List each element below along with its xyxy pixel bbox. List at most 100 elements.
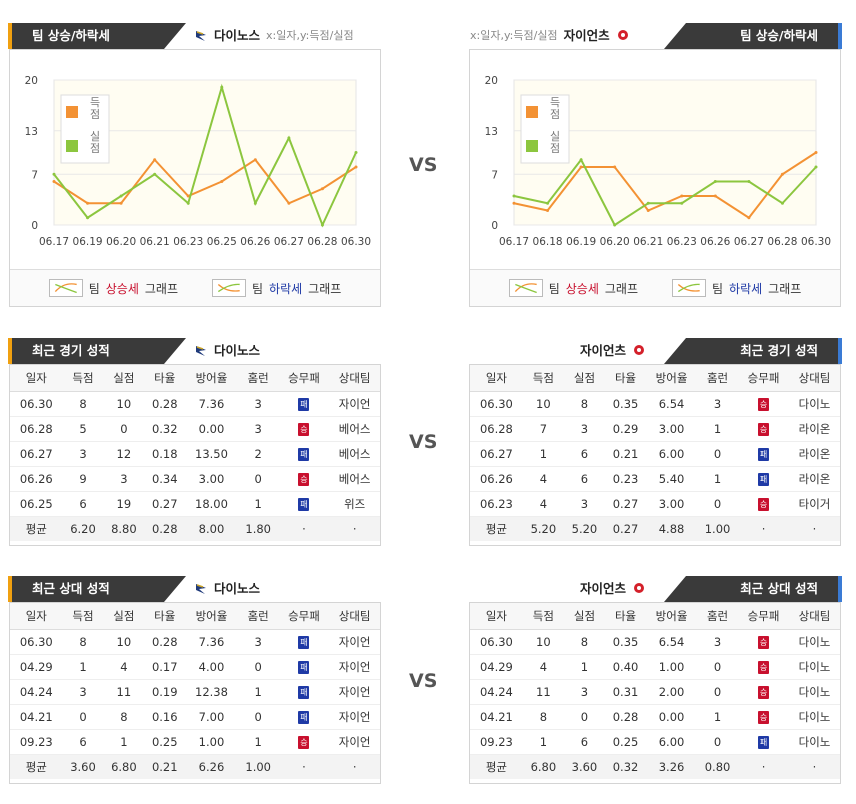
loss-badge: 패 xyxy=(758,448,770,461)
table-cell: 18.00 xyxy=(185,491,238,517)
allowed-point xyxy=(119,194,123,198)
column-header: 타율 xyxy=(604,603,647,630)
table-cell: 0 xyxy=(237,704,279,730)
win-badge: 승 xyxy=(758,711,770,724)
table-row: 06.28 5 0 0.32 0.00 3 승 베어스 xyxy=(10,416,380,442)
column-header: 득점 xyxy=(522,603,564,630)
table-cell: 04.21 xyxy=(10,704,63,730)
allowed-point xyxy=(646,201,650,205)
away-h2h-title: 최근 상대 성적 xyxy=(664,576,842,602)
x-tick-label: 06.19 xyxy=(73,236,103,248)
column-header: 승무패 xyxy=(278,603,330,630)
table-cell: 06.30 xyxy=(470,629,523,655)
vs-label-2: VS xyxy=(409,431,438,453)
table-cell: 6.54 xyxy=(646,391,697,417)
table-cell: 3.00 xyxy=(185,466,238,492)
away-trend-title: 팀 상승/하락세 xyxy=(664,23,842,49)
allowed-point xyxy=(253,201,257,205)
home-h2h-table: 일자 득점 실점 타율 방어율 홈런 승무패 상대팀 06.30 8 10 0.28 7.36 3 패 자이언… xyxy=(10,603,380,779)
result-badge-cell: 승 xyxy=(738,416,790,442)
home-trend-team: 다이노스 xyxy=(214,28,261,43)
legend-box xyxy=(520,94,570,164)
table-cell: 3 xyxy=(62,441,104,467)
table-row: 04.24 3 11 0.19 12.38 1 패 자이언 xyxy=(10,679,380,705)
away-h2h-table-box: 일자 득점 실점 타율 방어율 홈런 승무패 상대팀 06.30 10 8 0.35 6.54 3 승 다이노… xyxy=(469,602,841,784)
x-tick-label: 06.21 xyxy=(140,236,170,248)
table-cell: 0.28 xyxy=(144,629,186,655)
giants-logo-icon xyxy=(634,345,645,355)
table-cell: 자이언 xyxy=(329,629,380,655)
column-header: 득점 xyxy=(522,365,564,392)
table-cell: 자이언 xyxy=(329,391,380,417)
table-row: 06.27 3 12 0.18 13.50 2 패 베어스 xyxy=(10,441,380,467)
average-cell: · xyxy=(329,516,380,541)
table-cell: 06.27 xyxy=(10,441,63,467)
loss-badge: 패 xyxy=(298,686,310,699)
table-cell: 4.00 xyxy=(185,654,238,680)
table-row: 06.26 9 3 0.34 3.00 0 승 베어스 xyxy=(10,466,380,492)
table-row: 04.21 0 8 0.16 7.00 0 패 자이언 xyxy=(10,704,380,730)
table-cell: 3 xyxy=(697,391,739,417)
column-header: 방어율 xyxy=(185,365,238,392)
table-cell: 2 xyxy=(237,441,279,467)
table-cell: 0.32 xyxy=(144,416,186,442)
table-cell: 다이노 xyxy=(789,704,840,730)
table-row: 09.23 6 1 0.25 1.00 1 승 자이언 xyxy=(10,729,380,755)
table-row: 04.24 11 3 0.31 2.00 0 승 다이노 xyxy=(470,679,840,705)
column-header: 타율 xyxy=(144,365,186,392)
table-cell: 0 xyxy=(62,704,104,730)
allowed-series-line xyxy=(53,83,357,228)
x-tick-label: 06.23 xyxy=(667,236,697,248)
average-cell: · xyxy=(278,516,330,541)
legend-box xyxy=(60,94,110,164)
table-cell: 06.26 xyxy=(470,466,523,492)
table-cell: 8 xyxy=(62,629,104,655)
away-trend-team: 자이언츠 xyxy=(563,28,610,43)
dinos-logo-icon xyxy=(196,584,206,594)
result-badge-cell: 패 xyxy=(278,491,330,517)
table-cell: 1 xyxy=(563,654,605,680)
table-cell: 06.30 xyxy=(10,391,63,417)
table-cell: 13.50 xyxy=(185,441,238,467)
column-header: 상대팀 xyxy=(789,365,840,392)
down-trend-icon xyxy=(212,279,246,297)
average-cell: · xyxy=(738,516,790,541)
up-legend: 팀 상승세 그래프 xyxy=(508,279,638,297)
table-cell: 11 xyxy=(103,679,145,705)
column-header: 홈런 xyxy=(237,365,279,392)
result-badge-cell: 패 xyxy=(278,391,330,417)
average-row: 평균 6.80 3.60 0.32 3.26 0.80 · · xyxy=(470,754,840,779)
table-cell: 0 xyxy=(697,654,739,680)
average-cell: 1.80 xyxy=(237,516,279,541)
average-cell: 평균 xyxy=(470,516,523,541)
average-cell: 0.32 xyxy=(604,754,647,779)
table-cell: 0 xyxy=(237,654,279,680)
table-cell: 9 xyxy=(62,466,104,492)
away-recent-team: 자이언츠 xyxy=(580,343,627,358)
table-row: 06.30 8 10 0.28 7.36 3 패 자이언 xyxy=(10,391,380,417)
table-cell: 06.23 xyxy=(470,491,523,517)
allowed-point xyxy=(680,201,684,205)
table-cell: 8 xyxy=(62,391,104,417)
table-cell: 19 xyxy=(103,491,145,517)
average-cell: 0.27 xyxy=(604,516,647,541)
average-cell: 6.26 xyxy=(185,754,238,779)
down-legend: 팀 하락세 그래프 xyxy=(212,279,341,297)
column-header: 일자 xyxy=(10,365,63,392)
table-cell: 6 xyxy=(62,729,104,755)
table-cell: 3.00 xyxy=(646,416,697,442)
result-badge-cell: 패 xyxy=(738,466,790,492)
table-cell: 1 xyxy=(237,491,279,517)
win-badge: 승 xyxy=(758,423,770,436)
result-badge-cell: 승 xyxy=(278,466,330,492)
loss-badge: 패 xyxy=(298,711,310,724)
table-cell: 7.36 xyxy=(185,391,238,417)
table-cell: 다이노 xyxy=(789,729,840,755)
table-cell: 1 xyxy=(62,654,104,680)
home-h2h-header: 최근 상대 성적 다이노스 xyxy=(8,576,382,602)
column-header: 득점 xyxy=(62,365,104,392)
table-cell: 0.23 xyxy=(604,466,647,492)
allowed-point xyxy=(546,201,550,205)
table-cell: 1 xyxy=(237,729,279,755)
table-row: 06.26 4 6 0.23 5.40 1 패 라이온 xyxy=(470,466,840,492)
